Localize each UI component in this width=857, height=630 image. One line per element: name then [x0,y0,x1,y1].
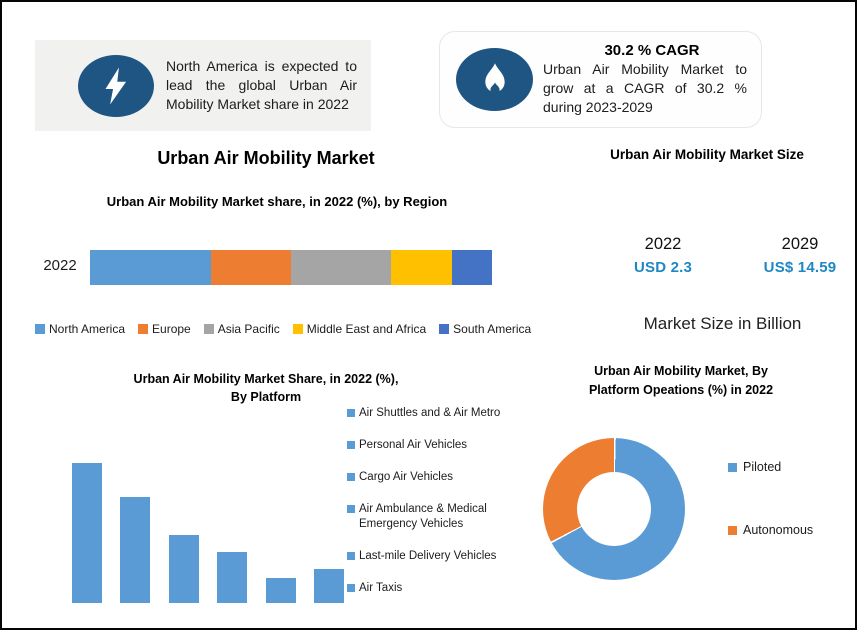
legend-label: Air Taxis [359,582,403,595]
region-segment-north-america [90,250,211,285]
legend-swatch [347,409,355,417]
platform-bar-personal-air-vehicles [120,497,151,603]
region-legend: North America Europe Asia Pacific Middle Ea… [35,322,555,336]
platform-legend-item-personal-air-vehicles: Personal Air Vehicles [347,438,535,453]
legend-label: Personal Air Vehicles [359,439,468,452]
flame-icon [456,48,533,111]
donut-chart-title: Urban Air Mobility Market, By Platform O… [588,364,774,397]
market-size-year: 2022 [644,235,682,253]
region-segment-south-america [451,250,492,285]
donut-legend: Piloted Autonomous [728,460,813,537]
legend-label: Europe [152,322,191,336]
legend-swatch [347,584,355,593]
market-size-2022: 2022 USD 2.3 [604,235,722,276]
market-size-year: 2029 [781,235,819,253]
legend-label: Autonomous [743,523,814,537]
legend-label: Air Shuttles and & Air Metro [359,407,501,419]
region-bar-category-label: 2022 [43,257,77,274]
platform-chart-title: Urban Air Mobility Market Share, in 2022… [133,372,399,405]
legend-label: Last-mile Delivery Vehicles [359,550,497,562]
platform-bar-air-ambulance-medical-emergency-vehicles [217,552,248,603]
page-title: Urban Air Mobility Market [157,148,375,168]
region-legend-item-middle-east-and-africa: Middle East and Africa [292,322,427,336]
platform-bar-last-mile-delivery-vehicles [265,577,296,603]
legend-swatch [347,441,355,450]
lightning-icon [78,54,154,117]
legend-swatch [439,324,450,334]
region-segment-middle-east-and-africa [391,250,452,285]
region-legend-item-asia-pacific: Asia Pacific [203,322,280,336]
platform-legend-item-air-taxis: Air Taxis [347,581,535,596]
platform-bar-air-taxis [313,569,344,603]
region-legend-item-europe: Europe [138,322,191,336]
legend-swatch [728,462,737,472]
legend-label: South America [453,322,532,336]
legend-label: North America [49,322,126,336]
legend-swatch [35,324,45,334]
region-segment-asia-pacific [290,250,392,285]
highlight-cagr: 30.2 % CAGR Urban Air Mobility Market to… [439,31,762,128]
platform-legend-item-air-ambulance-medical-emergency-vehicles: Air Ambulance & Medical Emergency Vehicl… [347,502,535,532]
platform-bar-cargo-air-vehicles [168,535,199,603]
donut-chart [543,438,685,580]
region-legend-item-south-america: South America [439,322,531,336]
market-size-value: US$ 14.59 [763,259,837,276]
region-stacked-bar [90,250,492,285]
platform-bars [72,455,344,603]
legend-swatch [347,505,355,514]
market-size-2029: 2029 US$ 14.59 [741,235,855,276]
platform-legend-item-last-mile-delivery-vehicles: Last-mile Delivery Vehicles [347,549,535,564]
legend-label: Air Ambulance & Medical Emergency Vehicl… [359,503,487,530]
legend-swatch [347,473,355,482]
market-size-title: Urban Air Mobility Market Size [610,147,804,162]
region-segment-europe [210,250,291,285]
legend-label: Middle East and Africa [306,322,427,336]
platform-legend-item-air-shuttles-and-air-metro: Air Shuttles and & Air Metro [347,406,535,421]
legend-swatch [347,552,355,560]
highlight-cagr-text: Urban Air Mobility Market to grow at a C… [543,60,747,116]
donut-legend-item-autonomous: Autonomous [728,523,813,537]
legend-swatch [728,525,737,535]
platform-legend-item-cargo-air-vehicles: Cargo Air Vehicles [347,470,535,485]
market-size-caption: Market Size in Billion [643,314,802,333]
legend-swatch [292,324,303,334]
legend-label: Cargo Air Vehicles [359,471,453,484]
legend-swatch [203,324,214,334]
donut-legend-item-piloted: Piloted [728,460,813,474]
platform-legend: Air Shuttles and & Air Metro Personal Air… [347,406,535,596]
market-size-value: USD 2.3 [633,259,693,276]
cagr-heading: 30.2 % CAGR [604,41,700,59]
legend-label: Asia Pacific [217,322,280,336]
highlight-north-america: North America is expected to lead the gl… [35,40,371,131]
platform-bar-air-shuttles-and-air-metro [72,463,102,603]
highlight-north-america-text: North America is expected to lead the gl… [166,57,357,113]
region-legend-item-north-america: North America [35,322,125,336]
legend-label: Piloted [743,460,782,474]
legend-swatch [138,324,149,334]
region-chart-title: Urban Air Mobility Market share, in 2022… [106,194,448,209]
